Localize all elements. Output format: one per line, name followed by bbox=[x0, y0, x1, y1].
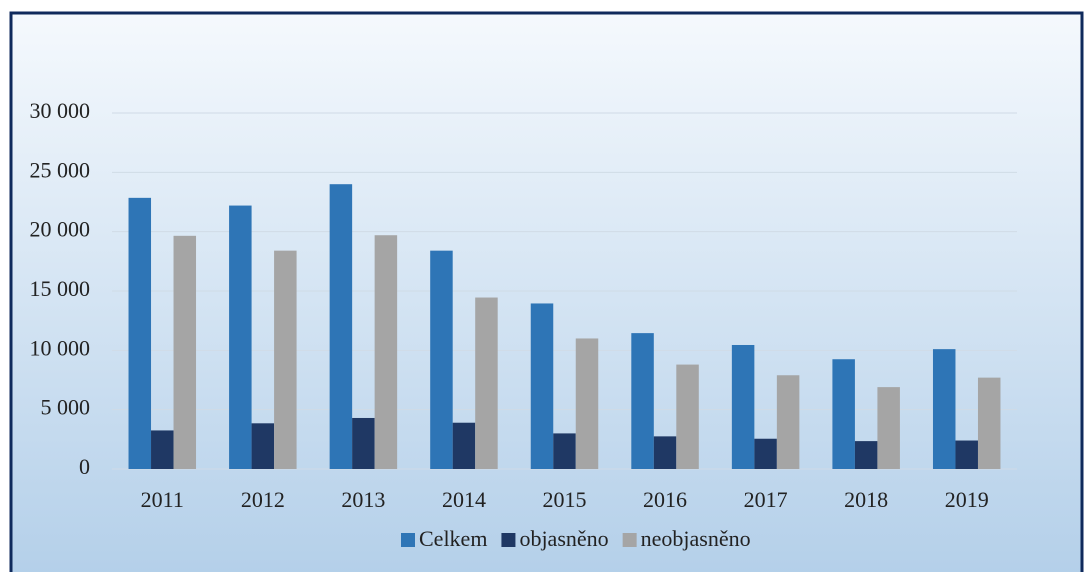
bar bbox=[274, 250, 297, 469]
bar bbox=[731, 344, 755, 469]
bar bbox=[754, 438, 777, 469]
y-tick-label: 0 bbox=[79, 454, 90, 479]
bar bbox=[352, 417, 375, 469]
bar bbox=[173, 235, 197, 469]
bar bbox=[229, 205, 252, 469]
x-tick-label: 2012 bbox=[241, 487, 285, 512]
y-tick-label: 25 000 bbox=[30, 157, 91, 182]
x-tick-label: 2014 bbox=[442, 487, 486, 512]
legend-swatch bbox=[501, 533, 516, 547]
bar bbox=[676, 364, 699, 469]
bar bbox=[575, 338, 599, 469]
bar bbox=[430, 250, 453, 469]
legend-swatch bbox=[401, 533, 415, 547]
x-tick-label: 2011 bbox=[141, 487, 184, 512]
bar bbox=[151, 430, 174, 469]
x-tick-label: 2019 bbox=[945, 487, 989, 512]
legend-label: objasněno bbox=[519, 526, 608, 551]
bar bbox=[329, 184, 353, 469]
y-tick-label: 20 000 bbox=[30, 217, 91, 242]
bar bbox=[530, 303, 554, 469]
legend-label: Celkem bbox=[419, 526, 487, 551]
y-tick-label: 15 000 bbox=[30, 276, 91, 301]
x-tick-label: 2016 bbox=[643, 487, 687, 512]
bar bbox=[251, 423, 275, 469]
legend-swatch bbox=[622, 533, 637, 547]
bar bbox=[776, 375, 800, 469]
bar bbox=[854, 441, 878, 469]
bar bbox=[128, 197, 152, 469]
bar bbox=[653, 436, 677, 469]
bar bbox=[977, 377, 1001, 469]
bar bbox=[932, 349, 956, 469]
x-tick-label: 2018 bbox=[844, 487, 888, 512]
x-tick-label: 2013 bbox=[341, 487, 385, 512]
bar bbox=[452, 422, 476, 469]
x-tick-label: 2015 bbox=[543, 487, 587, 512]
y-tick-label: 5 000 bbox=[41, 395, 91, 420]
bar bbox=[553, 433, 576, 469]
bar bbox=[631, 333, 654, 469]
y-tick-label: 30 000 bbox=[30, 98, 91, 123]
bar bbox=[475, 297, 498, 469]
bar bbox=[955, 440, 978, 469]
x-tick-label: 2017 bbox=[744, 487, 788, 512]
bar bbox=[877, 387, 900, 469]
bar bbox=[374, 235, 398, 469]
y-tick-label: 10 000 bbox=[30, 335, 91, 360]
legend-label: neobjasněno bbox=[641, 526, 751, 551]
bar bbox=[832, 359, 855, 469]
